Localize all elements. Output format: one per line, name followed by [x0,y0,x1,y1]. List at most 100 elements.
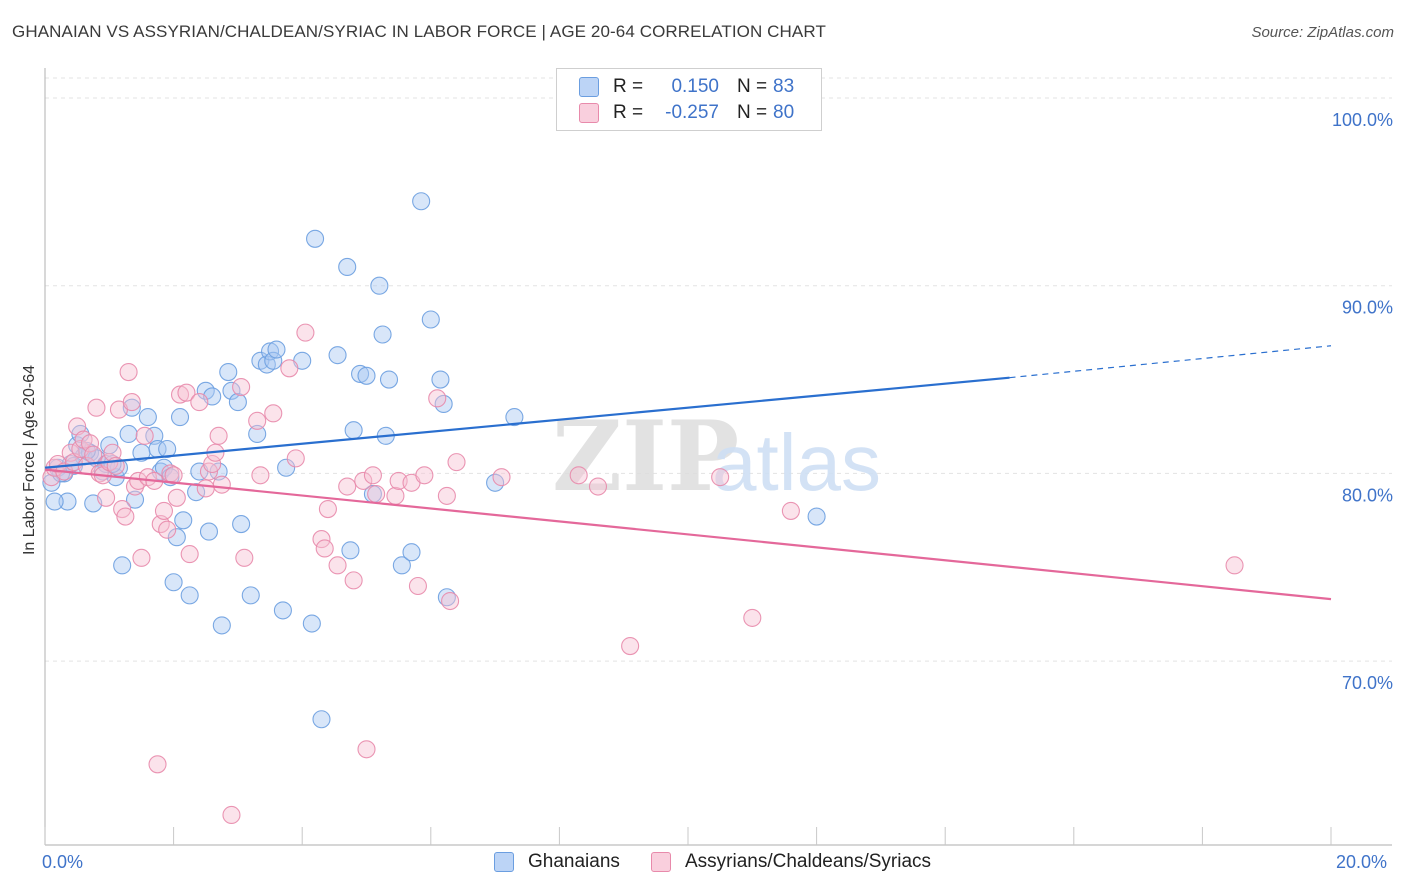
ghanaian-point [232,515,251,534]
series-legend-label: Ghanaians [528,851,620,872]
assyrian-point [84,445,103,464]
ghanaian-point [170,408,190,427]
assyrian-point [428,389,447,408]
ghanaian-point [807,507,826,526]
assyrian-point [135,426,154,445]
y-tick-label: 100.0% [1332,110,1393,130]
ghanaian-point [264,351,283,370]
ghanaian-trendline [44,376,1010,469]
ghanaian-point [267,340,286,359]
assyrian-point [190,393,209,412]
watermark-zip: ZIP [552,400,739,513]
series-legend: Ghanaians Assyrians/Chaldeans/Syriacs [0,851,1406,877]
assyrian-point [180,545,199,564]
assyrian-point [743,608,762,627]
legend-swatch-blue [579,77,599,97]
assyrian-trendline [44,468,1332,601]
ghanaian-point [412,192,431,211]
legend-r-label: R = [613,76,644,97]
assyrian-point [148,755,167,774]
assyrian-point [164,466,183,485]
assyrian-point [235,548,254,567]
ghanaian-point [180,586,199,605]
ghanaian-point [138,408,157,427]
assyrian-point [170,385,190,404]
ghanaian-point [505,408,524,427]
assyrian-point [196,479,215,498]
assyrian-point [280,359,299,378]
ghanaian-point [222,381,241,400]
assyrian-point [344,571,363,590]
ghanaian-point [167,528,186,547]
legend-swatch-pink [579,103,599,123]
series-swatch-blue [494,852,514,872]
x-axis-max-label: 20.0% [1336,852,1388,872]
assyrian-point [338,477,357,496]
legend-r-value: 0.150 [671,76,719,97]
assyrian-point [1225,556,1244,575]
assyrian-point [116,507,135,526]
assyrian-point [386,486,405,505]
legend-row-assyrians: R = -0.257 N = 80 [579,101,794,125]
ghanaian-point [158,439,177,459]
ghanaian-point [306,229,325,248]
ghanaian-point [302,614,321,633]
ghanaian-point [45,492,64,511]
ghanaian-point [421,310,440,329]
assyrian-point [158,520,177,539]
y-tick-labels: 100.0% 90.0% 80.0% 70.0% [1332,110,1393,693]
legend-n-label: N = [737,76,768,97]
chart-title: GHANAIAN VS ASSYRIAN/CHALDEAN/SYRIAC IN … [12,22,826,41]
series-legend-ghanaians: Ghanaians [494,851,620,873]
ghanaian-point [402,543,421,562]
assyrian-point [408,576,427,596]
assyrian-point [492,468,511,487]
y-tick-label: 70.0% [1342,673,1393,693]
assyrian-point [286,449,305,468]
x-axis-min-label: 0.0% [42,852,84,872]
assyrian-point [154,501,174,520]
legend-r-value: -0.257 [665,102,719,123]
assyrian-point [711,468,730,487]
assyrian-point [357,740,376,759]
assyrian-point [222,805,241,825]
assyrian-point [354,471,373,490]
assyrian-point [415,466,434,485]
assyrian-point [132,548,151,567]
assyrian-point [367,484,386,504]
assyrian-point [328,556,347,575]
ghanaian-point [351,364,370,383]
series-legend-label: Assyrians/Chaldeans/Syriacs [685,851,932,872]
ghanaian-point [379,370,399,389]
assyrian-point [621,637,640,656]
assyrian-point [264,404,283,423]
ghanaian-point [219,362,238,382]
ghanaian-point [42,473,61,492]
ghanaian-point [338,257,357,276]
ghanaian-point [344,421,363,440]
assyrian-point [209,426,228,445]
legend-n-label: N = [737,102,768,123]
source-label: Source: ZipAtlas.com [1251,24,1394,41]
assyrian-point [97,488,116,507]
ghanaian-point [248,424,267,444]
correlation-legend: R = 0.150 N = 83 R = -0.257 N = 80 [556,68,822,131]
ghanaian-point [373,325,392,344]
assyrian-point [212,475,231,494]
watermark-atlas: atlas [712,418,881,507]
assyrian-point [437,486,456,505]
series-legend-assyrians: Assyrians/Chaldeans/Syriacs [651,851,931,873]
ghanaian-point [119,424,138,444]
ghanaian-point [125,490,145,509]
assyrian-point [363,466,382,485]
ghanaian-point [392,556,411,575]
ghanaian-point [228,393,247,412]
y-tick-label: 90.0% [1342,298,1393,318]
ghanaian-point [357,366,376,385]
ghanaian-point [187,483,206,502]
assyrian-point [177,383,196,402]
ghanaian-trendline-extension [1009,345,1332,379]
ghanaian-point [199,522,219,541]
legend-n-value: 83 [773,76,795,97]
